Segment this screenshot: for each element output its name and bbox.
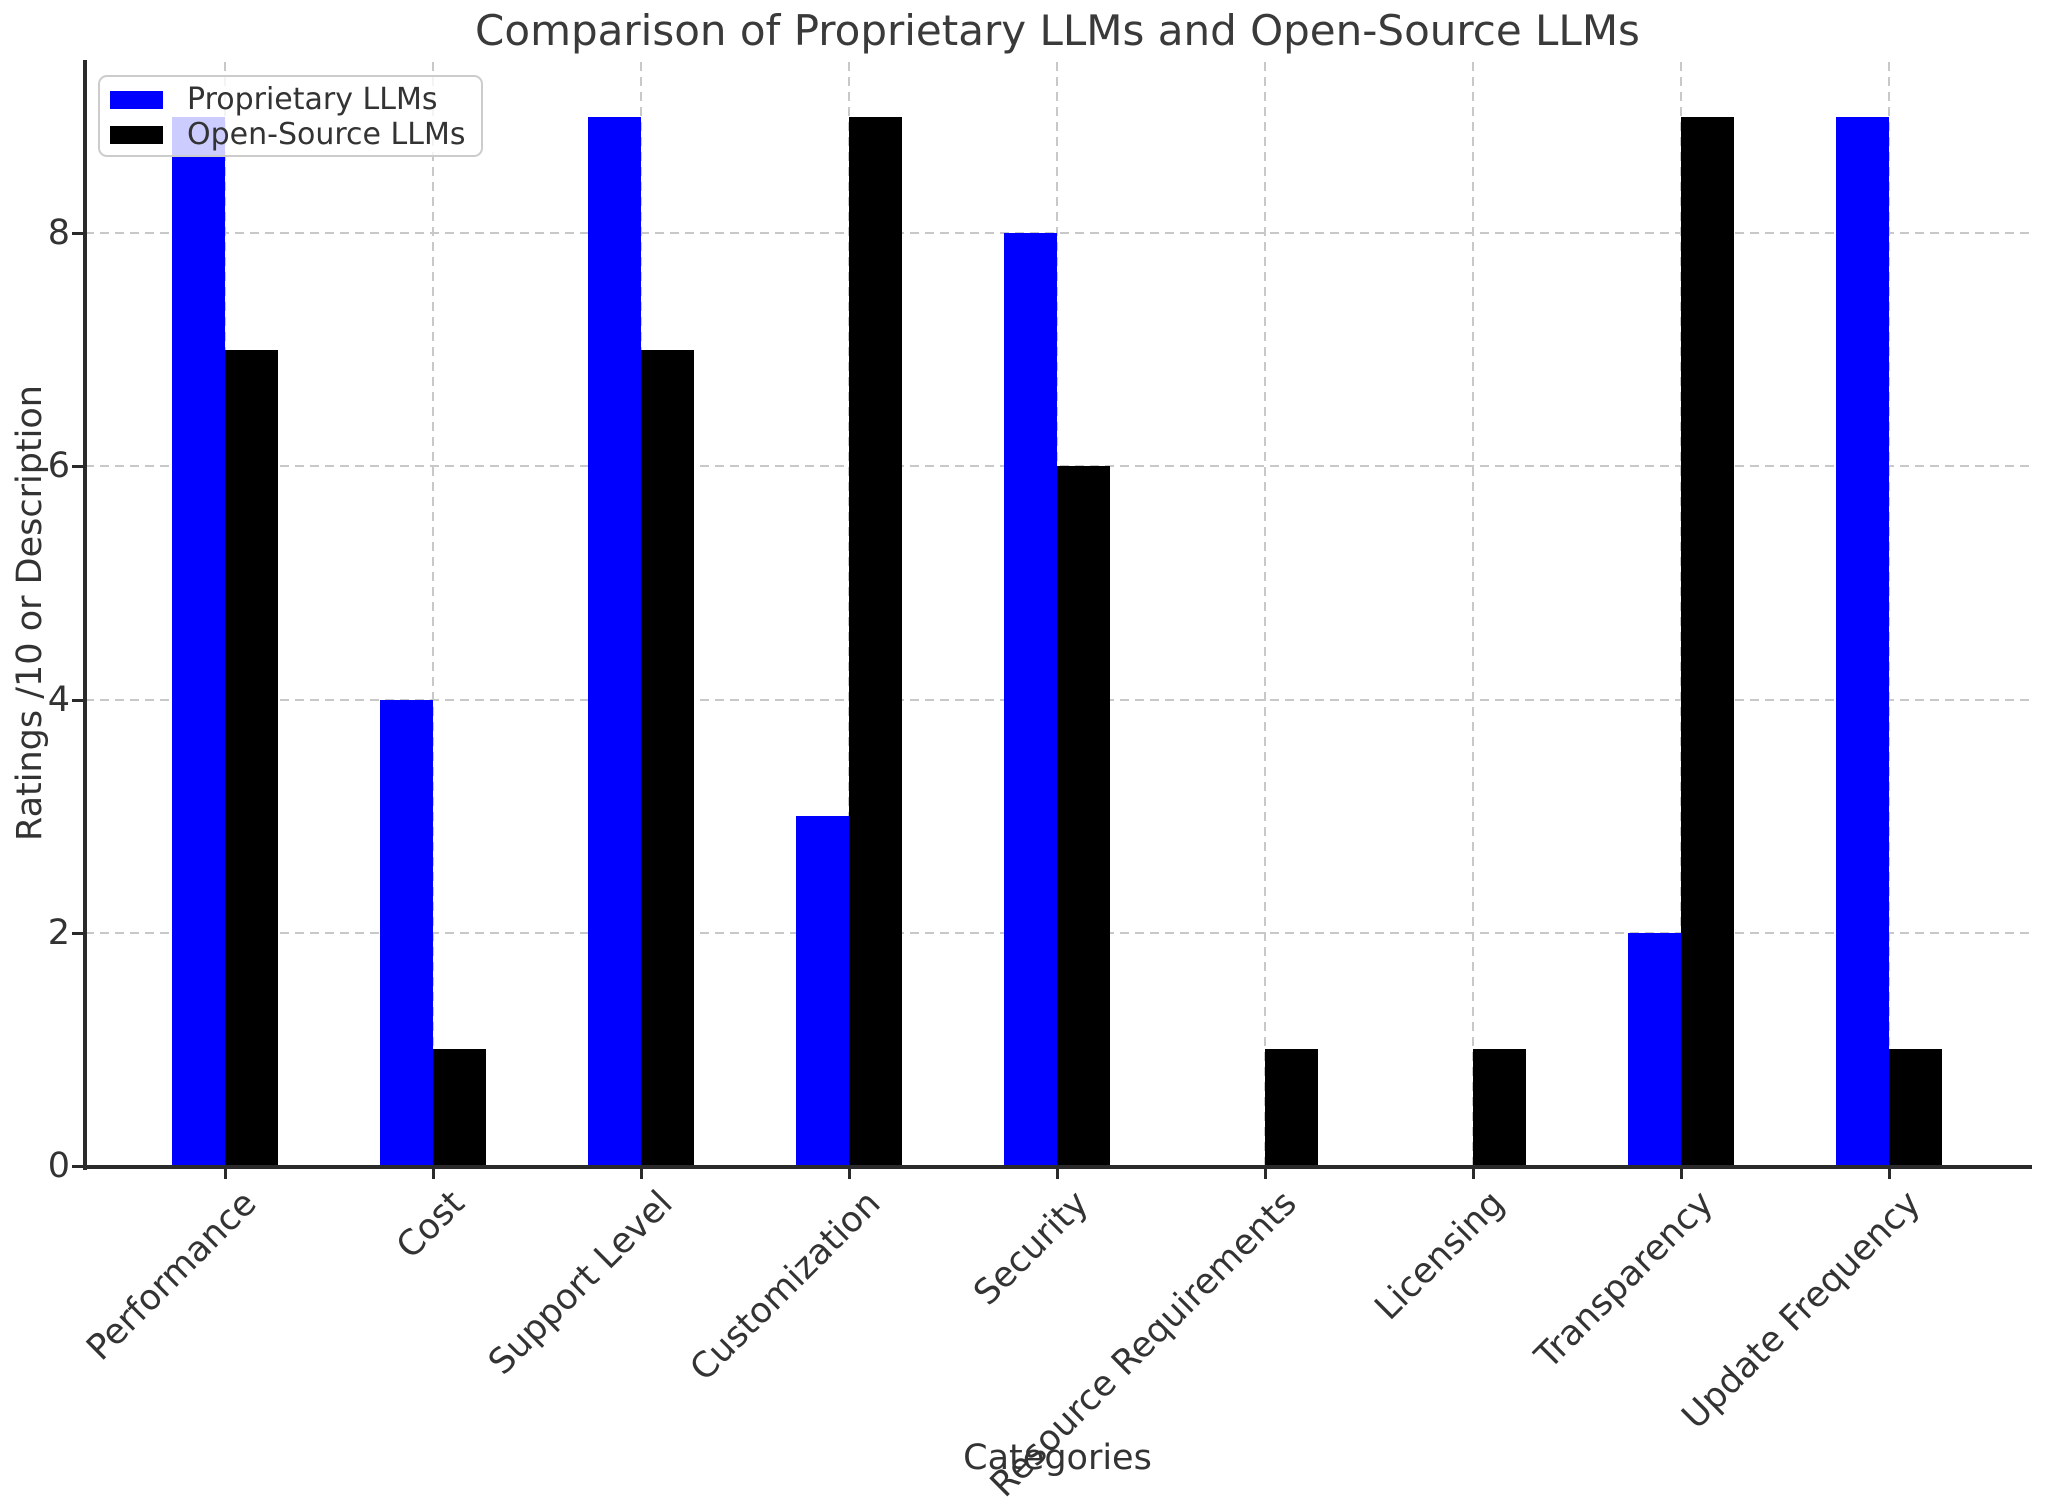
x-tick-label: Customization — [683, 1183, 889, 1389]
x-tickmark — [1056, 1166, 1059, 1179]
y-tickmark — [72, 465, 85, 469]
legend-label: Open-Source LLMs — [187, 117, 466, 152]
x-tickmark — [1888, 1166, 1891, 1179]
proprietary-bar-update-frequency — [1836, 116, 1889, 1166]
open-source-bar-resource-requirements — [1265, 1049, 1318, 1166]
y-tick-label: 2 — [47, 912, 70, 953]
open-source-bar-cost — [433, 1049, 486, 1166]
y-tickmark — [72, 232, 85, 236]
x-tick-label: Transparency — [1527, 1183, 1721, 1377]
x-gridline — [1264, 60, 1266, 1166]
x-gridline — [1888, 60, 1890, 1166]
legend-entry-open-source: Open-Source LLMs — [110, 117, 465, 152]
x-tick-label: Cost — [389, 1183, 473, 1267]
proprietary-bar-security — [1004, 233, 1057, 1166]
x-tickmark — [1264, 1166, 1267, 1179]
y-tickmark — [72, 1165, 85, 1168]
y-tickmark — [72, 698, 85, 702]
chart-title: Comparison of Proprietary LLMs and Open-… — [475, 6, 1640, 55]
x-tick-label: Licensing — [1368, 1183, 1513, 1329]
y-axis-label: Ratings /10 or Description — [10, 385, 50, 841]
x-tickmark — [432, 1166, 435, 1179]
x-tick-label: Support Level — [481, 1183, 681, 1383]
open-source-bar-licensing — [1473, 1049, 1526, 1166]
x-tickmark — [848, 1166, 851, 1179]
open-source-bar-support-level — [641, 349, 694, 1166]
blue-square-icon — [110, 90, 163, 109]
x-axis-spine — [83, 1165, 2032, 1169]
open-source-bar-customization — [849, 116, 902, 1166]
open-source-bar-transparency — [1681, 116, 1734, 1166]
proprietary-bar-cost — [380, 699, 433, 1166]
y-tick-label: 0 — [47, 1146, 70, 1186]
legend-entry-proprietary: Proprietary LLMs — [110, 82, 465, 117]
open-source-bar-update-frequency — [1889, 1049, 1942, 1166]
proprietary-bar-customization — [796, 816, 849, 1166]
y-tickmark — [72, 931, 85, 935]
x-gridline — [432, 60, 434, 1166]
black-square-icon — [110, 125, 163, 144]
proprietary-bar-transparency — [1628, 932, 1681, 1166]
open-source-bar-performance — [225, 349, 278, 1166]
y-tick-label: 6 — [47, 446, 70, 487]
proprietary-bar-support-level — [588, 116, 641, 1166]
y-axis-spine — [83, 60, 87, 1170]
x-tick-label: Performance — [79, 1183, 265, 1369]
x-tickmark — [1472, 1166, 1475, 1179]
x-tickmark — [224, 1166, 227, 1179]
open-source-bar-security — [1057, 466, 1110, 1166]
legend-label: Proprietary LLMs — [187, 82, 438, 117]
proprietary-bar-performance — [172, 116, 225, 1166]
legend: Proprietary LLMs Open-Source LLMs — [98, 75, 484, 157]
x-axis-label: Categories — [963, 1438, 1152, 1478]
x-tick-label: Security — [966, 1183, 1097, 1314]
x-gridline — [1472, 60, 1474, 1166]
x-tickmark — [640, 1166, 643, 1179]
y-tick-label: 4 — [47, 679, 70, 720]
y-tick-label: 8 — [47, 213, 70, 254]
x-tickmark — [1680, 1166, 1683, 1179]
